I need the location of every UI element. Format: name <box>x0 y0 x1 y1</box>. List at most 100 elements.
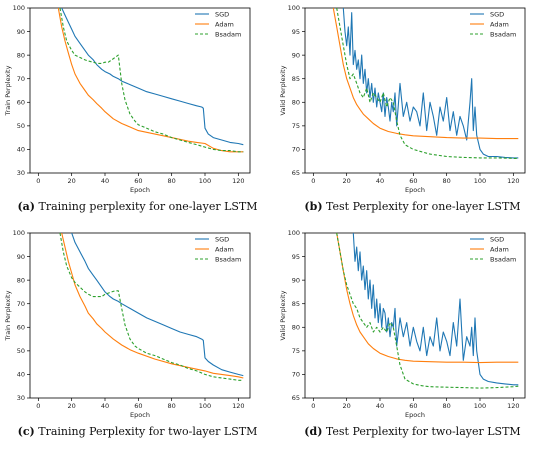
legend-label: Bsadam <box>490 30 516 38</box>
chart-svg: 0 20 40 60 80 100 120 30 40 50 60 70 80 90 100 Epoch Tra… <box>4 4 251 194</box>
y-axis-label: Train Perplexity <box>4 65 12 116</box>
chart-svg: 0 20 40 60 80 100 120 65 70 75 80 85 90 95 100 Epoch Val… <box>279 229 526 419</box>
caption-text: Training perplexity for one-layer LSTM <box>35 200 258 213</box>
x-tick-label: 40 <box>376 402 384 410</box>
x-tick-label: 20 <box>68 177 76 185</box>
y-tick-label: 30 <box>17 394 25 402</box>
y-tick-label: 70 <box>292 146 300 154</box>
x-tick-label: 40 <box>101 402 109 410</box>
x-tick-label: 60 <box>134 402 142 410</box>
figure-caption: (c) Training Perplexity for two-layer LS… <box>0 425 275 438</box>
legend-label: Bsadam <box>215 255 241 263</box>
x-tick-label: 60 <box>409 402 417 410</box>
legend-label: SGD <box>490 235 504 243</box>
caption-tag: (a) <box>17 200 36 213</box>
series-line-bsadam <box>59 233 244 381</box>
x-tick-label: 0 <box>311 402 315 410</box>
y-tick-label: 100 <box>13 229 25 237</box>
series-line-bsadam <box>336 233 519 389</box>
x-tick-label: 80 <box>168 402 176 410</box>
x-tick-label: 120 <box>507 177 519 185</box>
x-tick-label: 100 <box>199 177 211 185</box>
y-tick-label: 80 <box>17 51 25 59</box>
x-tick-label: 0 <box>36 402 40 410</box>
figure-caption: (d) Test Perplexity for two-layer LSTM <box>275 425 550 438</box>
x-tick-label: 20 <box>68 402 76 410</box>
caption-tag: (c) <box>17 425 35 438</box>
y-tick-label: 75 <box>292 122 300 130</box>
legend-label: Adam <box>215 20 234 28</box>
series-line-sgd <box>71 233 244 377</box>
y-tick-label: 90 <box>292 51 300 59</box>
y-tick-label: 70 <box>17 75 25 83</box>
x-axis-label: Epoch <box>405 186 425 194</box>
series-line-bsadam <box>336 8 519 159</box>
series-line-adam <box>61 233 244 379</box>
x-axis-label: Epoch <box>130 186 150 194</box>
y-tick-label: 90 <box>292 276 300 284</box>
x-tick-label: 20 <box>343 402 351 410</box>
legend-label: Bsadam <box>490 255 516 263</box>
chart-panel: 0 20 40 60 80 100 120 65 70 75 80 85 90 95 100 Epoch Val… <box>275 225 550 450</box>
legend-label: SGD <box>490 10 504 18</box>
x-tick-label: 100 <box>474 402 486 410</box>
legend-label: Adam <box>490 20 509 28</box>
legend-label: Adam <box>490 245 509 253</box>
y-tick-label: 65 <box>292 169 300 177</box>
series-group <box>336 233 519 389</box>
y-tick-label: 30 <box>17 169 25 177</box>
series-group <box>57 8 244 153</box>
caption-tag: (d) <box>304 425 323 438</box>
y-tick-label: 90 <box>17 28 25 36</box>
caption-text: Training Perplexity for two-layer LSTM <box>34 425 258 438</box>
series-line-adam <box>57 8 244 153</box>
series-line-sgd <box>342 8 519 159</box>
caption-text: Test Perplexity for two-layer LSTM <box>322 425 521 438</box>
figure-caption: (b) Test Perplexity for one-layer LSTM <box>275 200 550 213</box>
y-tick-label: 70 <box>292 371 300 379</box>
y-tick-label: 50 <box>17 347 25 355</box>
series-line-sgd <box>61 8 244 146</box>
chart-svg: 0 20 40 60 80 100 120 30 40 50 60 70 80 90 100 Epoch Tra… <box>4 229 251 419</box>
y-tick-label: 80 <box>292 98 300 106</box>
x-tick-label: 100 <box>474 177 486 185</box>
x-tick-label: 120 <box>232 177 244 185</box>
x-tick-label: 80 <box>168 177 176 185</box>
y-tick-label: 65 <box>292 394 300 402</box>
series-group <box>332 8 519 159</box>
y-tick-label: 90 <box>17 253 25 261</box>
y-tick-label: 40 <box>17 371 25 379</box>
caption-text: Test Perplexity for one-layer LSTM <box>322 200 521 213</box>
y-tick-label: 100 <box>288 4 300 12</box>
x-axis-label: Epoch <box>130 411 150 419</box>
caption-tag: (b) <box>304 200 323 213</box>
y-tick-label: 60 <box>17 98 25 106</box>
x-tick-label: 100 <box>199 402 211 410</box>
x-tick-label: 80 <box>443 177 451 185</box>
y-tick-label: 80 <box>292 323 300 331</box>
series-line-adam <box>336 233 519 364</box>
plot-frame <box>29 232 251 399</box>
series-line-sgd <box>352 233 519 386</box>
y-tick-label: 100 <box>13 4 25 12</box>
chart-panel: 0 20 40 60 80 100 120 65 70 75 80 85 90 95 100 Epoch Val… <box>275 0 550 225</box>
y-axis-label: Train Perplexity <box>4 290 12 341</box>
y-tick-label: 95 <box>292 253 300 261</box>
y-tick-label: 75 <box>292 347 300 355</box>
x-tick-label: 120 <box>507 402 519 410</box>
y-tick-label: 85 <box>292 75 300 83</box>
series-group <box>59 233 244 381</box>
chart-svg: 0 20 40 60 80 100 120 65 70 75 80 85 90 95 100 Epoch Val… <box>279 4 526 194</box>
x-tick-label: 60 <box>134 177 142 185</box>
y-axis-label: Valid Perplexity <box>279 290 287 340</box>
x-tick-label: 40 <box>376 177 384 185</box>
y-tick-label: 50 <box>17 122 25 130</box>
x-axis-label: Epoch <box>405 411 425 419</box>
x-tick-label: 80 <box>443 402 451 410</box>
chart-panel: 0 20 40 60 80 100 120 30 40 50 60 70 80 90 100 Epoch Tra… <box>0 225 275 450</box>
chart-panel: 0 20 40 60 80 100 120 30 40 50 60 70 80 90 100 Epoch Tra… <box>0 0 275 225</box>
x-tick-label: 20 <box>343 177 351 185</box>
y-tick-label: 95 <box>292 28 300 36</box>
y-tick-label: 40 <box>17 146 25 154</box>
legend-label: Adam <box>215 245 234 253</box>
